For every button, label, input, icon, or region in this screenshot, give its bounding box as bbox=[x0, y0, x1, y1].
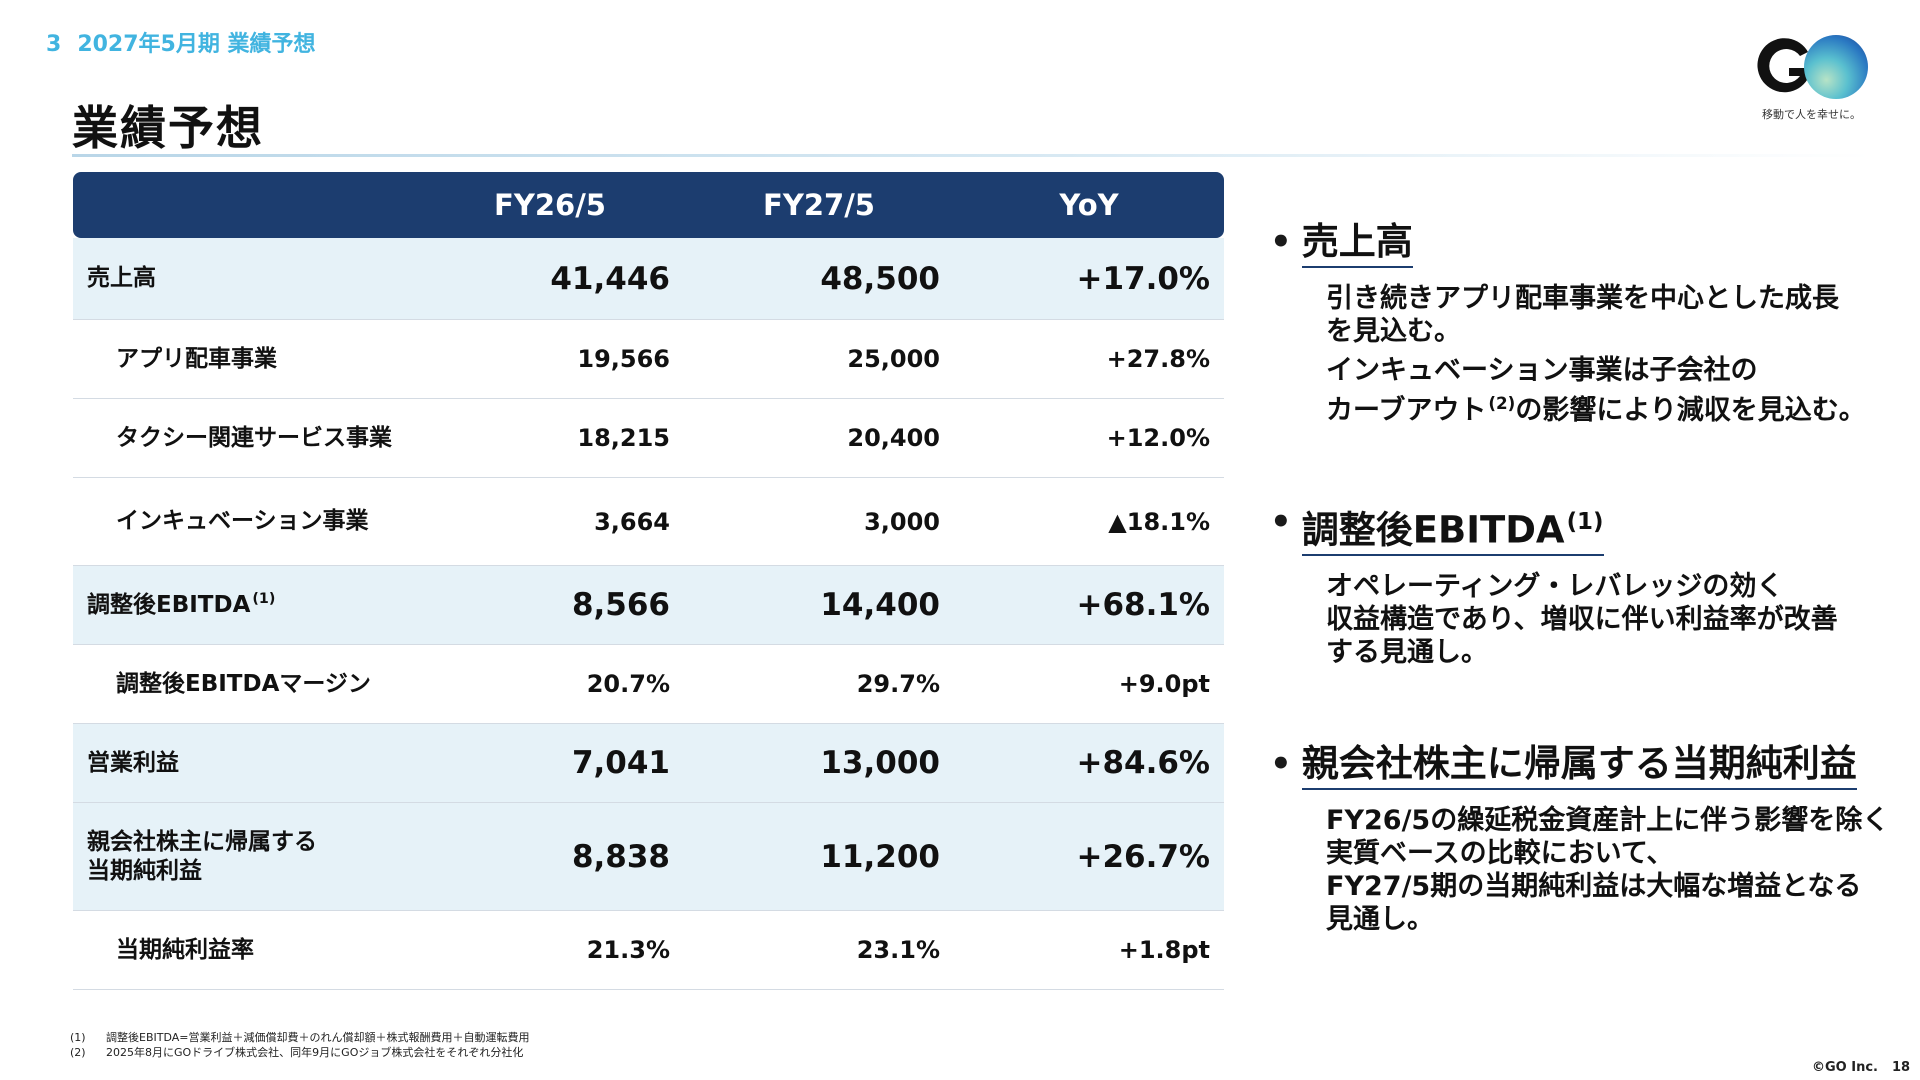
footnote-item: (1) 調整後EBITDA=営業利益＋減価償却費＋のれん償却額＋株式報酬費用＋自… bbox=[70, 1030, 529, 1045]
table-row-adjusted-ebitda: 調整後EBITDA (1) 8,566 14,400 +68.1% bbox=[73, 566, 1224, 645]
row-label: 売上高 bbox=[87, 265, 156, 292]
row-label-line2: 当期純利益 bbox=[87, 857, 202, 884]
row-label: 営業利益 bbox=[87, 749, 179, 776]
bullet-line: FY27/5期の当期純利益は大幅な増益となる bbox=[1326, 871, 1862, 902]
table-row-app-dispatch: アプリ配車事業 19,566 25,000 +27.8% bbox=[73, 320, 1224, 399]
footnote-mark: (2) bbox=[70, 1046, 86, 1059]
header-cell-fy27: FY27/5 bbox=[763, 188, 875, 222]
bullet-line: カーブアウト bbox=[1326, 395, 1487, 426]
bullet-title: 調整後EBITDA(1) bbox=[1301, 500, 1604, 557]
bullet-net-income: • 親会社株主に帰属する当期純利益 FY26/5の繰延税金資産計上に伴う影響を除… bbox=[1270, 742, 1889, 942]
footnote-mark: (1) bbox=[70, 1031, 86, 1044]
page-number: 18 bbox=[1892, 1060, 1911, 1075]
bullet-line: FY26/5の繰延税金資産計上に伴う影響を除く bbox=[1326, 805, 1890, 836]
cell-fy26: 21.3% bbox=[586, 936, 670, 964]
title-divider bbox=[72, 154, 1872, 157]
footnote-item: (2) 2025年8月にGOドライブ株式会社、同年9月にGOジョブ株式会社をそれ… bbox=[70, 1045, 529, 1060]
cell-fy27: 13,000 bbox=[820, 745, 940, 781]
cell-fy26: 18,215 bbox=[577, 424, 670, 452]
forecast-table: FY26/5 FY27/5 YoY 売上高 41,446 48,500 +17.… bbox=[73, 172, 1224, 990]
header-cell-fy26: FY26/5 bbox=[494, 188, 606, 222]
cell-yoy: +84.6% bbox=[1076, 745, 1210, 781]
cell-fy26: 19,566 bbox=[577, 345, 670, 373]
bullet-line: インキュベーション事業は子会社の bbox=[1326, 355, 1758, 386]
cell-fy26: 7,041 bbox=[571, 745, 670, 781]
bullet-title-text: 調整後EBITDA bbox=[1301, 508, 1565, 552]
bullet-dot-icon: • bbox=[1270, 222, 1292, 262]
bullet-adjusted-ebitda: • 調整後EBITDA(1) オペレーティング・レバレッジの効く 収益構造であり… bbox=[1270, 500, 1838, 675]
logo-o-circle-icon bbox=[1804, 35, 1868, 99]
bullet-line: 収益構造であり、増収に伴い利益率が改善 bbox=[1326, 604, 1838, 636]
row-label: アプリ配車事業 bbox=[116, 345, 277, 372]
row-label: 親会社株主に帰属する 当期純利益 bbox=[73, 828, 416, 886]
table-row-revenue: 売上高 41,446 48,500 +17.0% bbox=[73, 238, 1224, 320]
go-logo: 移動で人を幸せに。 bbox=[1756, 30, 1876, 126]
bullet-line: オペレーティング・レバレッジの効く bbox=[1326, 571, 1784, 603]
logo-tagline: 移動で人を幸せに。 bbox=[1762, 108, 1861, 121]
cell-fy26: 8,566 bbox=[571, 587, 670, 623]
row-label: 当期純利益率 bbox=[116, 936, 254, 963]
table-row-net-margin: 当期純利益率 21.3% 23.1% +1.8pt bbox=[73, 911, 1224, 990]
table-row-ebitda-margin: 調整後EBITDAマージン 20.7% 29.7% +9.0pt bbox=[73, 645, 1224, 724]
logo-g-letter-icon bbox=[1757, 38, 1810, 93]
bullet-title: 親会社株主に帰属する当期純利益 bbox=[1301, 742, 1857, 790]
footnote-text: 2025年8月にGOドライブ株式会社、同年9月にGOジョブ株式会社をそれぞれ分社… bbox=[106, 1046, 524, 1059]
row-label: 調整後EBITDA (1) bbox=[73, 591, 416, 620]
footnotes: (1) 調整後EBITDA=営業利益＋減価償却費＋のれん償却額＋株式報酬費用＋自… bbox=[70, 1030, 529, 1060]
bullet-line: 実質ベースの比較において、 bbox=[1326, 838, 1674, 869]
cell-fy27: 48,500 bbox=[820, 260, 940, 297]
cell-yoy: +9.0pt bbox=[1118, 670, 1210, 698]
table-row-taxi-services: タクシー関連サービス事業 18,215 20,400 +12.0% bbox=[73, 399, 1224, 478]
cell-fy27: 20,400 bbox=[847, 424, 940, 452]
copyright: ©GO Inc. bbox=[1812, 1060, 1878, 1075]
bullet-dot-icon: • bbox=[1270, 502, 1292, 542]
bullet-line: 見通し。 bbox=[1326, 904, 1434, 935]
bullet-body: オペレーティング・レバレッジの効く 収益構造であり、増収に伴い利益率が改善 する… bbox=[1326, 570, 1838, 669]
table-header: FY26/5 FY27/5 YoY bbox=[73, 172, 1224, 238]
cell-fy27: 23.1% bbox=[856, 936, 940, 964]
footnote-ref: (1) bbox=[1566, 509, 1604, 535]
cell-fy26: 8,838 bbox=[571, 838, 670, 875]
section-number: 3 bbox=[46, 32, 62, 57]
cell-fy26: 3,664 bbox=[594, 507, 670, 536]
cell-fy26: 20.7% bbox=[586, 670, 670, 698]
cell-fy27: 3,000 bbox=[864, 507, 940, 536]
bullet-line: の影響により減収を見込む。 bbox=[1515, 395, 1866, 426]
footnote-ref: (1) bbox=[252, 590, 276, 607]
section-label: 3 2027年5月期 業績予想 bbox=[46, 26, 316, 58]
bullet-revenue: • 売上高 引き続きアプリ配車事業を中心とした成長 を見込む。 インキュベーショ… bbox=[1270, 220, 1866, 433]
cell-yoy: +12.0% bbox=[1106, 424, 1210, 452]
row-label-text: 調整後EBITDA bbox=[87, 591, 251, 618]
bullet-line: を見込む。 bbox=[1326, 316, 1461, 347]
header-cell-yoy: YoY bbox=[1059, 188, 1119, 222]
cell-fy26: 41,446 bbox=[550, 260, 670, 297]
row-label-line1: 親会社株主に帰属する bbox=[87, 828, 317, 855]
table-row-operating-income: 営業利益 7,041 13,000 +84.6% bbox=[73, 724, 1224, 803]
cell-fy27: 25,000 bbox=[847, 345, 940, 373]
cell-yoy: +1.8pt bbox=[1118, 936, 1210, 964]
row-label: 調整後EBITDAマージン bbox=[116, 670, 371, 697]
cell-yoy: ▲18.1% bbox=[1108, 507, 1210, 536]
cell-yoy: +27.8% bbox=[1106, 345, 1210, 373]
row-label: インキュベーション事業 bbox=[116, 508, 369, 535]
bullet-line: する見通し。 bbox=[1326, 637, 1488, 669]
section-title: 2027年5月期 業績予想 bbox=[77, 32, 316, 57]
footnote-text: 調整後EBITDA=営業利益＋減価償却費＋のれん償却額＋株式報酬費用＋自動運転費… bbox=[106, 1031, 530, 1044]
cell-fy27: 14,400 bbox=[820, 587, 940, 623]
cell-fy27: 29.7% bbox=[856, 670, 940, 698]
bullet-line: 引き続きアプリ配車事業を中心とした成長 bbox=[1326, 283, 1839, 314]
bullet-body: 引き続きアプリ配車事業を中心とした成長 を見込む。 インキュベーション事業は子会… bbox=[1326, 282, 1866, 427]
footnote-ref: (2) bbox=[1488, 393, 1516, 413]
bullet-title: 売上高 bbox=[1301, 220, 1413, 268]
table-row-incubation: インキュベーション事業 3,664 3,000 ▲18.1% bbox=[73, 478, 1224, 566]
row-label: タクシー関連サービス事業 bbox=[116, 424, 392, 451]
cell-yoy: +26.7% bbox=[1076, 838, 1210, 875]
bullet-dot-icon: • bbox=[1270, 744, 1292, 784]
page-title: 業績予想 bbox=[72, 101, 264, 155]
cell-fy27: 11,200 bbox=[820, 838, 940, 875]
cell-yoy: +17.0% bbox=[1076, 260, 1210, 297]
bullet-body: FY26/5の繰延税金資産計上に伴う影響を除く 実質ベースの比較において、 FY… bbox=[1326, 804, 1889, 936]
table-row-net-income: 親会社株主に帰属する 当期純利益 8,838 11,200 +26.7% bbox=[73, 803, 1224, 911]
cell-yoy: +68.1% bbox=[1076, 587, 1210, 623]
